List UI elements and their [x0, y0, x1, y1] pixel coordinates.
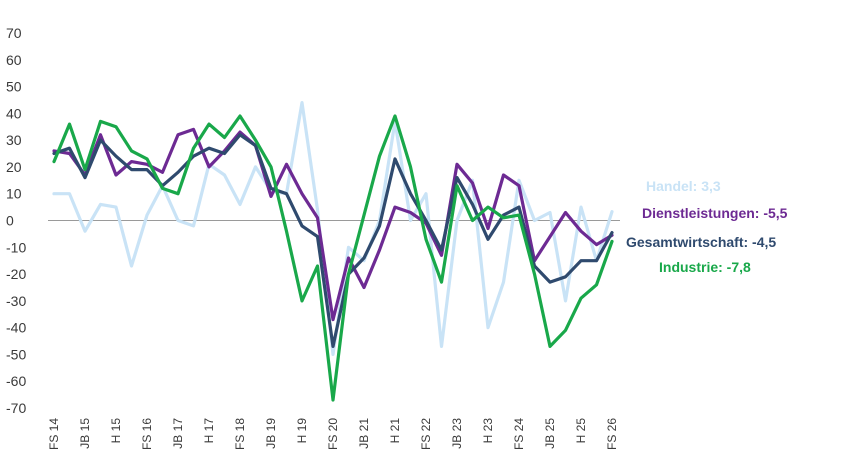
- x-tick-label: JB 21: [357, 418, 371, 449]
- series-lines: [52, 100, 614, 402]
- x-tick-label: H 25: [574, 418, 588, 444]
- series-line-dienstleistungen: [52, 127, 614, 322]
- y-axis-ticks: -70 -60 -50 -40 -30 -20 -10 0 10 20 30 40 50 60 70: [6, 25, 26, 416]
- y-tick-label: 0: [6, 213, 14, 229]
- series-line-gesamtwirtschaft: [52, 133, 614, 348]
- y-tick-label: -20: [6, 266, 26, 282]
- y-tick-label: 40: [6, 105, 22, 121]
- series-label-industrie: Industrie: -7,8: [659, 259, 751, 275]
- x-tick-label: JB 19: [264, 418, 278, 449]
- x-tick-label: JB 25: [543, 418, 557, 449]
- x-tick-label: FS 26: [605, 418, 619, 450]
- series-line-industrie: [52, 114, 614, 402]
- x-tick-label: H 15: [109, 418, 123, 444]
- y-tick-label: -50: [6, 346, 26, 362]
- x-tick-label: FS 20: [326, 418, 340, 450]
- y-tick-label: -30: [6, 293, 26, 309]
- x-tick-label: JB 23: [450, 418, 464, 449]
- series-label-handel: Handel: 3,3: [646, 178, 721, 194]
- x-tick-label: FS 14: [47, 418, 61, 450]
- y-tick-label: -40: [6, 320, 26, 336]
- y-tick-label: 50: [6, 79, 22, 95]
- y-tick-label: -60: [6, 373, 26, 389]
- x-tick-label: H 19: [295, 418, 309, 444]
- y-tick-label: 20: [6, 159, 22, 175]
- y-tick-label: 30: [6, 132, 22, 148]
- series-line-handel: [52, 100, 614, 356]
- y-tick-label: 10: [6, 186, 22, 202]
- x-tick-label: JB 17: [171, 418, 185, 449]
- y-tick-label: -10: [6, 239, 26, 255]
- x-tick-label: JB 15: [78, 418, 92, 449]
- y-tick-label: 60: [6, 52, 22, 68]
- series-label-dienstleistungen: Dienstleistungen: -5,5: [642, 205, 788, 221]
- x-tick-label: H 17: [202, 418, 216, 444]
- x-axis-ticks: FS 14 JB 15 H 15 FS 16 JB 17 H 17 FS 18 JB 19 H …: [47, 418, 619, 450]
- x-tick-label: FS 16: [140, 418, 154, 450]
- y-tick-label: -70: [6, 400, 26, 416]
- series-end-labels: Handel: 3,3 Dienstleistungen: -5,5 Gesamtw…: [626, 178, 788, 275]
- x-tick-label: FS 18: [233, 418, 247, 450]
- x-tick-label: FS 22: [419, 418, 433, 450]
- series-label-gesamtwirtschaft: Gesamtwirtschaft: -4,5: [626, 234, 776, 250]
- y-tick-label: 70: [6, 25, 22, 41]
- x-tick-label: H 23: [481, 418, 495, 444]
- x-tick-label: FS 24: [512, 418, 526, 450]
- x-tick-label: H 21: [388, 418, 402, 444]
